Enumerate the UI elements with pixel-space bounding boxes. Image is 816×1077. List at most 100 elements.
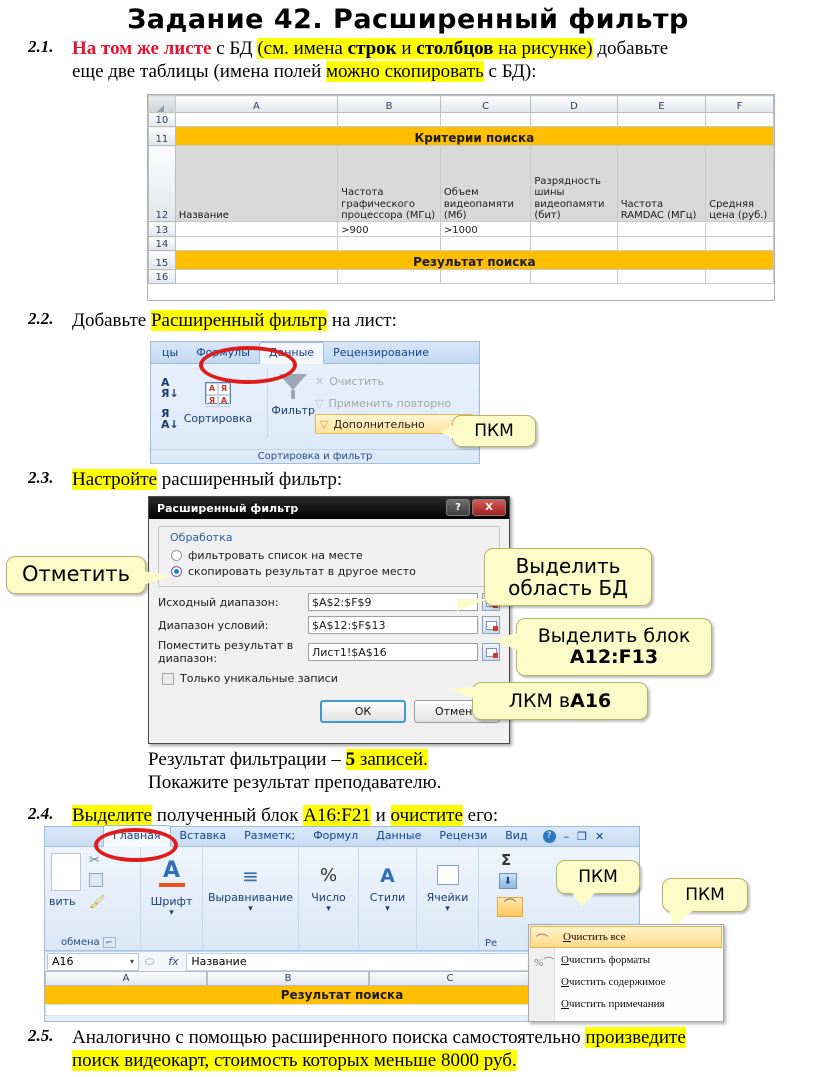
copy-icon[interactable] (89, 873, 103, 887)
dialog-launcher-icon[interactable]: ⌐ (102, 937, 116, 948)
checkbox-unique-records[interactable]: Только уникальные записи (162, 672, 500, 685)
sort-dialog-icon[interactable]: А Я Я А (205, 381, 231, 407)
advanced-filter-dialog[interactable]: Расширенный фильтр ? X Обработка фильтро… (148, 496, 510, 744)
radio-copy-to-other[interactable]: скопировать результат в другое место (171, 565, 493, 578)
cell-d10[interactable] (530, 112, 618, 127)
mini-column-c[interactable]: C (369, 971, 531, 986)
alignment-group-label[interactable]: Выравнивание (207, 891, 294, 904)
cell-d14[interactable] (530, 236, 618, 251)
cell-d16[interactable] (530, 269, 618, 284)
range-picker-icon-criteria[interactable] (482, 616, 500, 634)
header-cell-srednyaya-cena[interactable]: Средняя цена (руб.) (705, 145, 774, 222)
alignment-icon[interactable]: ≡ (242, 864, 259, 888)
fill-down-icon[interactable]: ⬇ (499, 873, 517, 889)
tab-vstavka[interactable]: Вставка (179, 829, 227, 842)
restore-icon[interactable]: ❐ (577, 830, 587, 843)
tab-recenzirovanie-2[interactable]: Рецензи (439, 829, 488, 842)
cell-e13[interactable] (616, 221, 707, 237)
styles-icon[interactable]: A (380, 865, 395, 887)
cell-b16[interactable] (337, 269, 441, 284)
mini-column-a[interactable]: A (45, 971, 207, 986)
input-criteria-range[interactable]: $A$12:$F$13 (308, 616, 478, 634)
row-header-12[interactable]: 12 (148, 145, 176, 222)
cell-e16[interactable] (616, 269, 707, 284)
tab-recenzirovanie[interactable]: Рецензирование (333, 346, 429, 359)
name-box[interactable]: A16 ▾ (47, 952, 139, 971)
fx-icon[interactable]: fx (168, 955, 179, 968)
formula-input[interactable]: Название (186, 952, 639, 971)
cells-dropdown-icon[interactable]: ▾ (445, 904, 450, 914)
font-dropdown-icon[interactable]: ▾ (169, 908, 174, 918)
cell-f10[interactable] (705, 112, 774, 127)
styles-dropdown-icon[interactable]: ▾ (385, 904, 390, 914)
sort-button-label[interactable]: Сортировка (183, 411, 253, 425)
close-button[interactable]: X (472, 499, 506, 516)
column-header-e[interactable]: E (616, 95, 707, 113)
cell-a10[interactable] (174, 112, 339, 127)
insert-function-icon[interactable]: ⬭ (145, 954, 155, 968)
cell-b14[interactable] (337, 236, 441, 251)
cells-group-label[interactable]: Ячейки (426, 891, 469, 904)
cell-a14[interactable] (174, 236, 339, 251)
percent-icon[interactable]: % (319, 865, 338, 886)
cut-scissors-icon[interactable]: ✂ (89, 853, 100, 868)
cell-a13[interactable] (174, 221, 339, 237)
cell-c16[interactable] (439, 269, 532, 284)
paste-label[interactable]: вить (49, 895, 76, 908)
cell-c10[interactable] (439, 112, 532, 127)
input-target-range[interactable]: Лист1!$A$16 (308, 643, 478, 661)
ok-button[interactable]: ОК (320, 700, 406, 723)
filter-button-label[interactable]: Фильтр (271, 404, 315, 417)
number-dropdown-icon[interactable]: ▾ (326, 904, 331, 914)
criteria-spreadsheet[interactable]: A B C D E F 10 11 Критерии поиска 12 Наз… (147, 94, 775, 301)
styles-group-label[interactable]: Стили (369, 891, 406, 904)
format-painter-icon[interactable]: 🖌 (89, 895, 106, 910)
autosum-sigma-icon[interactable]: Σ (501, 851, 512, 869)
row-header-13[interactable]: 13 (148, 221, 176, 237)
input-source-range[interactable]: $A$2:$F$9 (308, 593, 478, 611)
filter-funnel-icon[interactable] (279, 374, 308, 390)
advanced-filter-command[interactable]: ▽ Дополнительно (315, 414, 473, 434)
cell-b13[interactable]: >900 (337, 221, 441, 237)
tab-razmetka[interactable]: Разметк; (244, 829, 296, 842)
row-header-10[interactable]: 10 (148, 112, 176, 127)
cell-d13[interactable] (530, 221, 618, 237)
font-group-label[interactable]: Шрифт (150, 895, 193, 908)
column-header-a[interactable]: A (174, 95, 339, 113)
header-cell-chastota-ramdac[interactable]: Частота RAMDAC (МГц) (616, 145, 707, 222)
cell-e10[interactable] (616, 112, 707, 127)
close-window-icon[interactable]: ✕ (594, 830, 605, 843)
clear-eraser-button[interactable]: ⌒ (497, 897, 523, 917)
tab-vid[interactable]: Вид (505, 829, 528, 842)
cell-f13[interactable] (705, 221, 774, 237)
select-all-corner[interactable] (148, 95, 176, 113)
clear-filter-command[interactable]: ✕ Очистить (315, 374, 385, 388)
font-icon[interactable]: A (162, 858, 181, 883)
data-ribbon-screenshot[interactable]: цы Формулы Данные Рецензирование А Я↓ Я А↓ (150, 341, 480, 464)
column-header-f[interactable]: F (705, 95, 774, 113)
cells-icon[interactable] (436, 865, 459, 885)
column-header-d[interactable]: D (530, 95, 618, 113)
header-cell-obem-videopamyati[interactable]: Объем видеопамяти (Мб) (439, 145, 532, 222)
sort-ascending-icon[interactable]: А Я↓ (161, 375, 179, 400)
cell-e14[interactable] (616, 236, 707, 251)
alignment-dropdown-icon[interactable]: ▾ (248, 904, 253, 914)
paste-icon[interactable] (51, 853, 81, 891)
radio-filter-in-place[interactable]: фильтровать список на месте (171, 549, 493, 562)
row-header-11[interactable]: 11 (148, 126, 176, 146)
row-header-16[interactable]: 16 (148, 269, 176, 284)
reapply-filter-command[interactable]: ▽ Применить повторно (315, 396, 452, 410)
header-cell-razryadnost[interactable]: Разрядность шины видеопамяти (бит) (530, 145, 618, 222)
mini-column-b[interactable]: B (207, 971, 369, 986)
tab-formuly-2[interactable]: Формул (313, 829, 359, 842)
number-group-label[interactable]: Число (311, 891, 346, 904)
minimize-icon[interactable]: – (563, 830, 570, 843)
header-cell-nazvanie[interactable]: Название (174, 145, 339, 222)
sort-descending-icon[interactable]: Я А↓ (161, 406, 179, 431)
cell-c14[interactable] (439, 236, 532, 251)
tab-cy[interactable]: цы (162, 346, 179, 359)
